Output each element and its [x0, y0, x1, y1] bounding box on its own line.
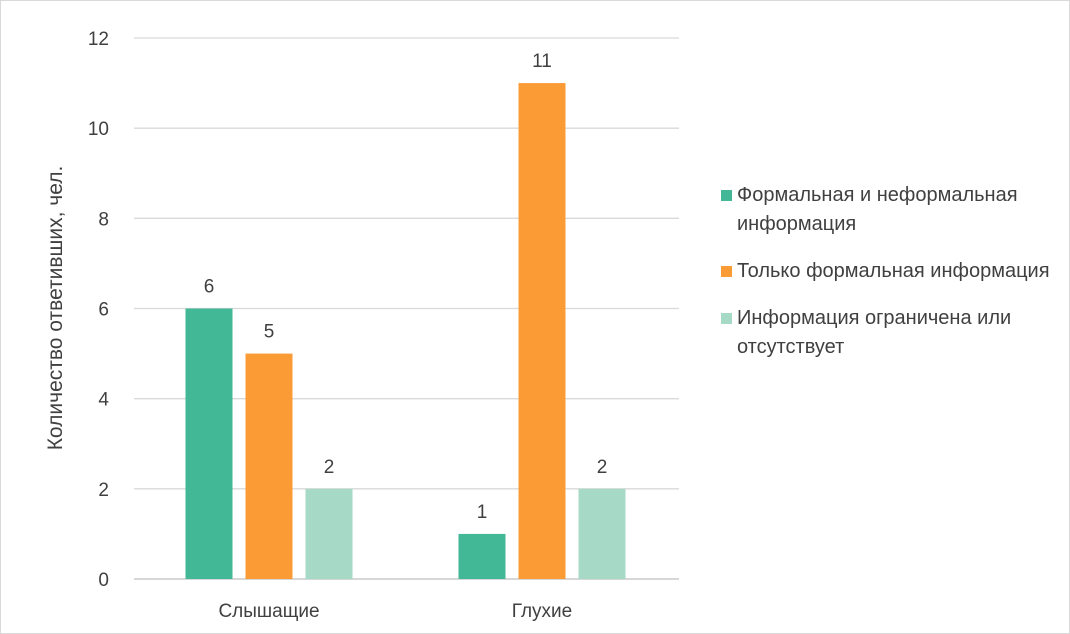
data-label: 11 — [532, 51, 552, 72]
data-label: 2 — [324, 457, 335, 478]
y-tick-label: 12 — [88, 29, 109, 50]
legend-swatch — [721, 313, 732, 324]
y-axis-ticks: 0 2 4 6 8 10 12 — [88, 29, 110, 591]
bar — [305, 488, 353, 579]
legend-item: Информация ограничена или отсутствует — [721, 304, 1061, 362]
legend-swatch — [721, 266, 732, 277]
legend-label: Информация ограничена или отсутствует — [737, 307, 1012, 358]
data-label: 5 — [264, 322, 275, 343]
x-category-label: Глухие — [512, 601, 573, 622]
bar — [185, 308, 233, 579]
legend-label: Только формальная информация — [737, 260, 1050, 282]
y-axis-title: Количество ответивших, чел. — [44, 166, 67, 451]
y-tick-label: 8 — [98, 209, 109, 230]
bar — [518, 83, 566, 579]
data-label: 2 — [597, 457, 608, 478]
y-tick-label: 0 — [98, 570, 109, 591]
bar — [458, 533, 506, 579]
bars — [185, 83, 626, 579]
legend-swatch — [721, 190, 732, 201]
y-tick-label: 2 — [98, 480, 109, 501]
data-label: 1 — [477, 502, 488, 523]
x-axis-categories: Слышащие Глухие — [218, 601, 572, 622]
y-tick-label: 6 — [98, 300, 109, 321]
legend-item: Формальная и неформальная информация — [721, 181, 1061, 239]
y-tick-label: 10 — [88, 119, 109, 140]
legend: Формальная и неформальная информация Толь… — [721, 181, 1061, 380]
legend-item: Только формальная информация — [721, 257, 1061, 286]
y-tick-label: 4 — [98, 390, 109, 411]
x-category-label: Слышащие — [218, 601, 319, 622]
bar — [245, 353, 293, 579]
data-label: 6 — [204, 277, 215, 298]
legend-label: Формальная и неформальная информация — [737, 184, 1018, 235]
bar — [578, 488, 626, 579]
